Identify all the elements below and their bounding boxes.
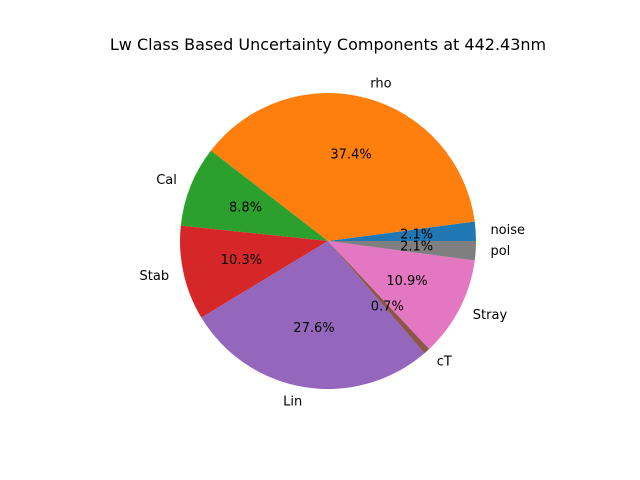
slice-label-ct: cT xyxy=(437,355,452,370)
slice-label-noise: noise xyxy=(490,223,525,238)
slice-label-cal: Cal xyxy=(156,173,177,188)
pie-slice-lin xyxy=(201,241,425,390)
pie-slice-noise xyxy=(328,221,476,241)
pie-slice-stab xyxy=(180,225,328,318)
slice-percent-stab: 10.3% xyxy=(221,253,262,268)
pie-slice-rho xyxy=(210,92,475,241)
slice-label-stray: Stray xyxy=(473,308,508,323)
pie-slices xyxy=(180,92,476,390)
slice-percent-ct: 0.7% xyxy=(371,300,404,315)
slice-percent-rho: 37.4% xyxy=(330,148,371,163)
pie-slice-cal xyxy=(180,150,328,241)
pie-slice-ct xyxy=(328,241,430,354)
slice-label-rho: rho xyxy=(370,76,391,91)
chart-title: Lw Class Based Uncertainty Components at… xyxy=(110,35,546,54)
slice-percent-pol: 2.1% xyxy=(400,239,433,254)
pie-slice-pol xyxy=(328,241,476,261)
pie-slice-stray xyxy=(328,241,475,349)
slice-label-stab: Stab xyxy=(140,269,170,284)
pie-labels: noise 2.1% rho 37.4% Cal 8.8% Stab 10.3% Lin 27.6… xyxy=(140,76,525,409)
slice-percent-lin: 27.6% xyxy=(293,321,334,336)
slice-label-lin: Lin xyxy=(283,394,302,409)
slice-percent-cal: 8.8% xyxy=(229,201,262,216)
slice-percent-noise: 2.1% xyxy=(400,228,433,243)
slice-percent-stray: 10.9% xyxy=(386,274,427,289)
slice-label-pol: pol xyxy=(490,244,510,259)
